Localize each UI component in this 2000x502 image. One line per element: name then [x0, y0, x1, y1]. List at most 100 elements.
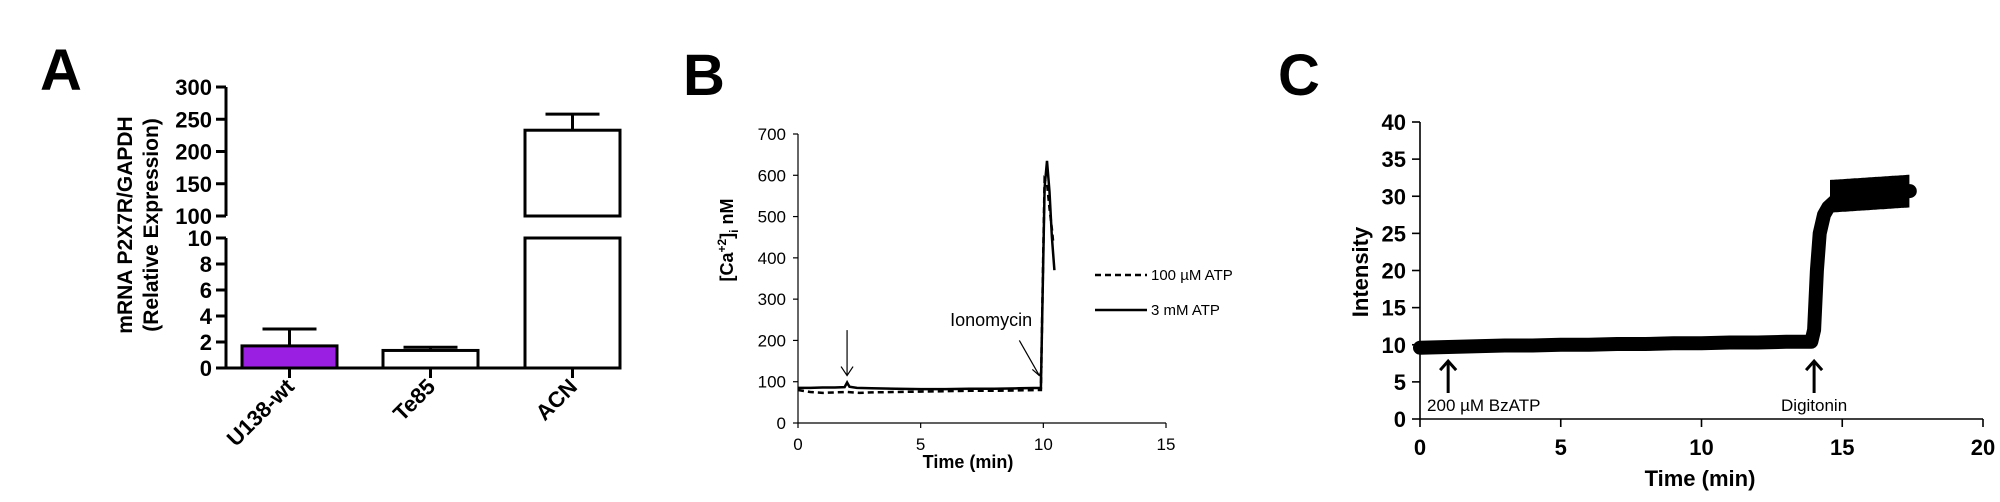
panel-b-ylabel-close: ]: [717, 233, 737, 239]
panel-c-ytick-label: 25: [1382, 221, 1406, 246]
panel-b-ytick-label: 0: [777, 414, 786, 433]
panel-letter-c: C: [1278, 43, 1320, 108]
panel-c: C Intensity 0 5 10 15 20 25 30 35 40 0 5 10 15 20 200…: [1278, 43, 1995, 491]
panel-b-xtick-label: 15: [1157, 435, 1176, 454]
panel-a-ytick-label-lower: 0: [200, 356, 212, 381]
series-line: [798, 160, 1056, 391]
panel-c-ytick-label: 35: [1382, 147, 1406, 172]
data-point: [1527, 340, 1538, 351]
panel-a-ytick-label-upper: 150: [175, 172, 212, 197]
panel-a: A mRNA P2X7R/GAPDH (Relative Expression)…: [40, 38, 623, 451]
panel-a-ytick-label-lower: 6: [200, 278, 212, 303]
panel-c-ytick-label: 5: [1394, 370, 1406, 395]
data-point: [1806, 336, 1817, 347]
panel-c-ytick-label: 30: [1382, 184, 1406, 209]
panel-b-xtick-label: 5: [916, 435, 925, 454]
panel-letter-a: A: [40, 38, 82, 103]
panel-b-legend: 100 µM ATP 3 mM ATP: [1095, 267, 1233, 319]
panel-b-ylabel-sub: i: [727, 229, 741, 232]
panel-b: B [Ca+2]i nM 0 100 200 300 400 500 600 700 0 5 10 1…: [683, 43, 1233, 472]
data-point: [1668, 338, 1679, 349]
data-point: [1811, 265, 1822, 276]
panel-c-ytick-label: 40: [1382, 110, 1406, 135]
panel-c-xtick-label: 0: [1414, 435, 1426, 460]
axis-break-gap: [522, 218, 623, 236]
panel-c-axes: 0 5 10 15 20 25 30 35 40 0 5 10 15 20: [1382, 110, 1996, 460]
bar: [240, 344, 339, 370]
panel-c-xtick-label: 20: [1971, 435, 1995, 460]
bar: [381, 348, 480, 370]
data-point: [1724, 337, 1735, 348]
panel-b-ylabel-unit: nM: [717, 198, 737, 229]
panel-a-xtick-label: U138-wt: [222, 373, 300, 451]
panel-b-ytick-label: 700: [758, 125, 786, 144]
panel-c-data: [1413, 174, 1917, 355]
panel-b-xtick-label: 0: [793, 435, 802, 454]
arrow-head: [1031, 366, 1043, 377]
panel-a-ytick-label-lower: 8: [200, 252, 212, 277]
data-noise: [1830, 174, 1910, 213]
data-point: [1443, 341, 1454, 352]
arrow-head: [1804, 358, 1824, 372]
panel-a-ytick-label-upper: 200: [175, 140, 212, 165]
data-point: [1471, 341, 1482, 352]
panel-a-ylabel-line1: mRNA P2X7R/GAPDH: [114, 116, 137, 333]
bar-lower: [523, 236, 622, 370]
panel-b-ytick-label: 500: [758, 208, 786, 227]
data-point: [1814, 228, 1825, 239]
annotation-ionomycin: Ionomycin: [950, 310, 1032, 330]
panel-b-ytick-label: 400: [758, 249, 786, 268]
panel-a-ytick-label-upper: 300: [175, 75, 212, 100]
annotation-digitonin: Digitonin: [1781, 396, 1847, 415]
data-point: [1696, 338, 1707, 349]
panel-b-xtick-label: 10: [1034, 435, 1053, 454]
panel-b-ylabel: [Ca+2]i nM: [715, 198, 741, 281]
bar-upper: [523, 128, 622, 218]
panel-c-ytick-label: 0: [1394, 407, 1406, 432]
panel-b-ytick-label: 600: [758, 166, 786, 185]
arrow-head: [1439, 358, 1458, 372]
panel-a-ytick-label-lower: 2: [200, 330, 212, 355]
panel-c-ytick-label: 10: [1382, 333, 1406, 358]
panel-b-annotations: Ionomycin: [840, 310, 1043, 377]
data-point: [1583, 339, 1594, 350]
panel-c-annotations: 200 µM BzATP Digitonin: [1427, 358, 1847, 415]
panel-b-ytick-label: 200: [758, 331, 786, 350]
panel-letter-b: B: [683, 43, 725, 108]
arrow-head: [840, 366, 854, 377]
data-point: [1780, 336, 1791, 347]
annotation-bzatp: 200 µM BzATP: [1427, 396, 1540, 415]
panel-b-ytick-label: 300: [758, 290, 786, 309]
data-band: [1413, 184, 1917, 355]
panel-c-xtick-label: 10: [1689, 435, 1713, 460]
series-line: [797, 174, 1055, 395]
legend-label: 3 mM ATP: [1151, 302, 1220, 319]
data-point: [1415, 342, 1425, 353]
panel-b-ytick-label: 100: [758, 373, 786, 392]
panel-a-xtick-labels: U138-wt Te85 ACN: [222, 373, 582, 451]
panel-a-ytick-label-upper: 100: [175, 204, 212, 229]
panel-c-xtick-label: 15: [1830, 435, 1854, 460]
panel-a-xtick-label: Te85: [388, 374, 440, 426]
panel-a-ylabel-line2: (Relative Expression): [140, 118, 163, 332]
panel-a-ytick-label-lower: 4: [200, 304, 213, 329]
data-point: [1555, 339, 1566, 350]
panel-b-ylabel-sup: +2: [715, 239, 729, 253]
data-point: [1818, 209, 1829, 220]
data-point: [1499, 340, 1510, 351]
data-point: [1640, 339, 1651, 350]
panel-b-ylabel-main: [Ca: [717, 252, 737, 282]
data-point: [1752, 337, 1763, 348]
panel-a-xtick-label: ACN: [531, 374, 582, 425]
arrow-shaft: [1018, 340, 1040, 376]
panel-c-ylabel: Intensity: [1348, 226, 1373, 317]
panel-c-ytick-label: 15: [1382, 296, 1406, 321]
panel-c-xtick-label: 5: [1555, 435, 1567, 460]
data-point: [1809, 324, 1820, 335]
panel-b-lines: [797, 160, 1056, 395]
data-point: [1612, 339, 1623, 350]
panel-a-ylabel: mRNA P2X7R/GAPDH (Relative Expression): [114, 116, 163, 333]
legend-label: 100 µM ATP: [1151, 267, 1233, 284]
panel-c-xlabel: Time (min): [1645, 466, 1756, 491]
